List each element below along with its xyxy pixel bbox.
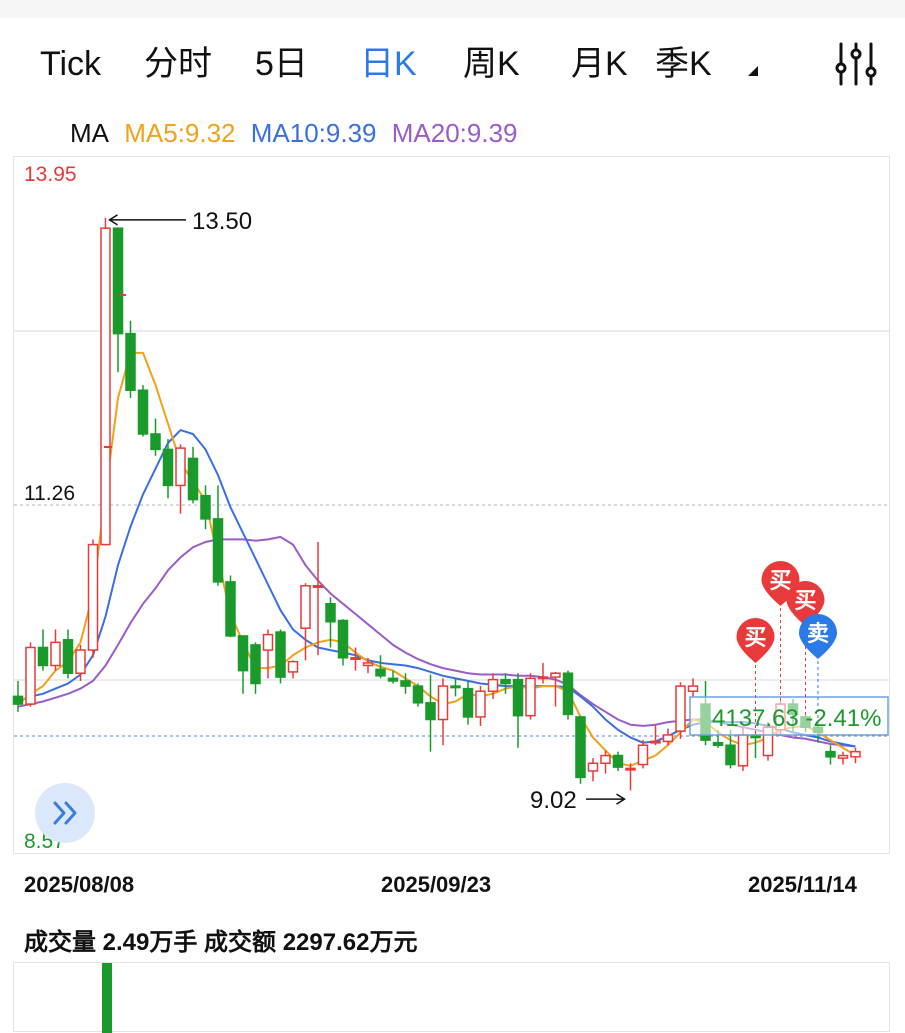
x-axis-label-start: 2025/08/08 [24,872,135,897]
kline-chart-frame[interactable] [13,156,890,854]
double-chevron-right-icon [53,801,77,825]
tab-monthly-k[interactable]: 月K [571,45,628,83]
ma20-label: MA20:9.39 [391,118,518,148]
more-periods-icon[interactable] [748,66,758,76]
volume-bar [102,963,112,1033]
tab-weekly-k[interactable]: 周K [463,45,520,83]
tab-tick[interactable]: Tick [40,45,102,83]
x-axis-label-end: 2025/11/14 [748,872,857,897]
ma-legend: MA MA5:9.32 MA10:9.39 MA20:9.39 [70,116,526,150]
x-axis-label-mid: 2025/09/23 [381,872,492,897]
period-tabs: Tick 分时 5日 日K 周K 月K 季K [0,38,905,94]
tab-daily-k[interactable]: 日K [360,45,417,83]
volume-chart [13,962,890,1033]
top-strip [0,0,905,18]
expand-button[interactable] [35,783,95,843]
volume-info: 成交量 2.49万手 成交额 2297.62万元 [24,929,418,956]
tab-5day[interactable]: 5日 [255,45,308,83]
sliders-icon[interactable] [832,40,880,88]
tab-intraday[interactable]: 分时 [144,45,212,83]
ma5-label: MA5:9.32 [124,118,236,148]
ma-label: MA [70,118,109,148]
tab-quarterly-k[interactable]: 季K [655,45,712,83]
ma10-label: MA10:9.39 [250,118,377,148]
